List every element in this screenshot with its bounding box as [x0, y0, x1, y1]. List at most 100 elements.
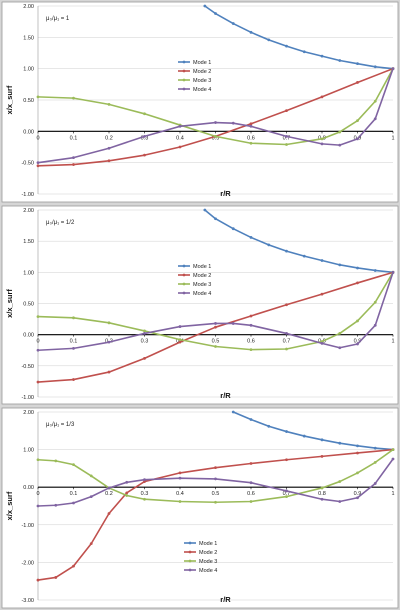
- chart-panel-3: 2.00 1.00 0.00 -1.00 -2.00 -3.00 0 0.1 0.2 0.3 0.4…: [1, 407, 399, 609]
- data-point: [72, 463, 75, 467]
- data-point: [36, 380, 40, 384]
- data-point: [107, 321, 111, 325]
- y-tick-label: -0.50: [21, 161, 34, 167]
- x-tick-label: 0.9: [354, 491, 362, 497]
- legend-label: Mode 4: [199, 568, 217, 574]
- legend: Mode 1 Mode 2 Mode 3 Mode 4: [184, 541, 217, 574]
- y-tick-label: 0.00: [23, 333, 34, 339]
- data-point: [356, 342, 359, 346]
- data-point: [231, 410, 235, 414]
- y-tick-label: 1.00: [23, 67, 34, 73]
- data-point: [107, 370, 111, 374]
- x-tick-label: 0.7: [283, 491, 291, 497]
- y-tick-label: -2.00: [21, 560, 34, 566]
- data-point: [36, 95, 40, 99]
- y-tick-label: 0.00: [23, 485, 34, 491]
- series-line: [37, 458, 394, 507]
- series-mode-1: [203, 4, 395, 71]
- x-tick-label: 1: [391, 135, 394, 141]
- data-point: [391, 448, 395, 451]
- data-point: [356, 62, 359, 66]
- data-point: [320, 137, 324, 141]
- data-point: [36, 164, 40, 168]
- data-point: [143, 134, 146, 138]
- legend-label: Mode 3: [193, 78, 211, 84]
- data-point: [249, 418, 253, 421]
- data-point: [285, 495, 288, 498]
- data-point: [285, 332, 288, 335]
- data-point: [338, 263, 342, 267]
- legend-marker: [182, 273, 186, 277]
- data-point: [249, 122, 253, 126]
- data-point: [249, 30, 253, 34]
- panel-annotation: μ₀/μ₁ = 1/2: [46, 220, 75, 226]
- data-point: [356, 496, 359, 500]
- x-axis-title: r/R: [220, 189, 231, 198]
- x-tick-label: 0.4: [176, 491, 184, 497]
- data-point: [285, 44, 288, 48]
- data-point: [285, 458, 288, 462]
- data-point: [373, 269, 377, 272]
- data-point: [107, 102, 111, 106]
- data-point: [125, 480, 129, 484]
- data-point: [338, 346, 342, 350]
- data-point: [214, 12, 217, 15]
- data-point: [373, 482, 377, 485]
- legend-label: Mode 3: [193, 282, 211, 288]
- legend-marker: [188, 568, 192, 572]
- data-point: [338, 500, 342, 503]
- data-point: [178, 471, 182, 475]
- legend-marker: [182, 78, 186, 82]
- x-tick-label: 0.7: [283, 339, 291, 345]
- data-point: [373, 300, 377, 304]
- data-point: [143, 356, 146, 360]
- data-point: [356, 81, 359, 84]
- data-point: [143, 329, 146, 333]
- data-point: [391, 67, 395, 71]
- data-point: [249, 481, 253, 485]
- legend-marker: [182, 291, 186, 295]
- legend-label: Mode 1: [199, 541, 217, 547]
- y-tick-label: -1.00: [21, 192, 34, 198]
- data-point: [285, 143, 288, 146]
- data-point: [373, 65, 377, 69]
- data-point: [214, 134, 217, 138]
- data-point: [356, 451, 359, 455]
- y-tick-label: 1.00: [23, 270, 34, 276]
- data-point: [125, 494, 129, 497]
- x-tick-label: 0.1: [70, 135, 78, 141]
- data-point: [267, 424, 271, 428]
- series-line: [204, 5, 394, 70]
- data-point: [320, 486, 324, 490]
- data-point: [143, 332, 146, 335]
- data-point: [249, 314, 253, 318]
- data-point: [143, 478, 146, 482]
- data-point: [338, 480, 342, 483]
- panel-background: [1, 205, 399, 405]
- series-mode-2: [36, 448, 395, 582]
- data-point: [36, 161, 40, 165]
- data-point: [178, 476, 182, 480]
- y-tick-label: 2.00: [23, 4, 34, 10]
- data-point: [178, 124, 182, 128]
- data-point: [285, 303, 288, 307]
- data-point: [356, 281, 359, 285]
- panel-background: [1, 407, 399, 609]
- legend-label: Mode 2: [199, 550, 217, 556]
- legend-marker: [188, 559, 192, 563]
- data-point: [178, 340, 182, 344]
- data-point: [356, 471, 359, 475]
- data-point: [320, 95, 324, 99]
- data-point: [89, 542, 93, 545]
- data-point: [231, 227, 235, 231]
- legend: Mode 1 Mode 2 Mode 3 Mode 4: [178, 264, 211, 297]
- data-point: [320, 438, 324, 442]
- data-point: [285, 489, 288, 493]
- series-line: [37, 448, 394, 504]
- y-axis-title: x/x_surf: [5, 85, 14, 114]
- x-tick-label: 0.5: [212, 135, 220, 141]
- x-tick-label: 0.7: [283, 135, 291, 141]
- x-tick-label: 0: [36, 135, 39, 141]
- data-point: [72, 564, 75, 568]
